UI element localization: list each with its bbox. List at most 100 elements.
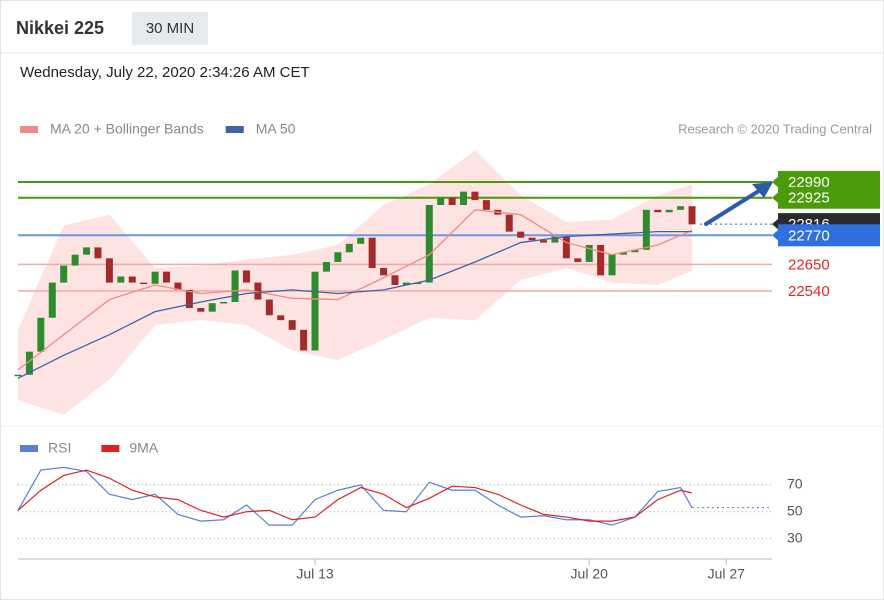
candle-body [631, 249, 639, 253]
candle-body [642, 209, 650, 250]
instrument-title: Nikkei 225 [16, 18, 104, 38]
candle-body [540, 240, 548, 243]
indicator-line [17, 466, 693, 526]
level-label: 22540 [788, 283, 830, 300]
candle-body [71, 254, 79, 266]
candle-body [163, 271, 171, 283]
candle-body [437, 197, 445, 205]
legend-swatch [20, 445, 38, 452]
candle-body [254, 282, 262, 300]
x-tick-label: Jul 27 [708, 566, 746, 582]
legend-label: MA 20 + Bollinger Bands [50, 121, 204, 137]
candle-body [597, 244, 605, 276]
level-label-pointer [772, 191, 779, 204]
ma-layer [17, 209, 693, 379]
indicator-line [17, 469, 693, 522]
legend-swatch [225, 126, 244, 133]
level-label: 22990 [788, 174, 830, 191]
y-tick-label: 30 [787, 529, 803, 545]
timestamp: Wednesday, July 22, 2020 2:34:26 AM CET [20, 64, 310, 81]
candle-body [677, 206, 685, 210]
candle-body [505, 214, 513, 232]
candle-body [654, 209, 662, 213]
level-label: 22925 [788, 190, 830, 207]
candle-body [448, 197, 456, 205]
x-tick-label: Jul 20 [571, 566, 609, 582]
candle-body [197, 308, 205, 312]
legend-swatch [20, 126, 38, 133]
candle-body [517, 231, 525, 238]
candle-body [265, 299, 273, 316]
candle-body [174, 282, 182, 290]
level-label: 22650 [788, 256, 830, 273]
candle-body [208, 303, 216, 312]
candle-body [608, 254, 616, 276]
candle-body [128, 276, 136, 283]
timeframe-label: 30 MIN [146, 20, 194, 37]
candle-body [277, 315, 285, 321]
y-tick-label: 70 [787, 476, 803, 492]
candle-layer [14, 191, 696, 377]
x-tick-label: Jul 13 [296, 566, 334, 582]
candle-body [288, 320, 296, 330]
candle-body [585, 244, 593, 262]
candle-body [345, 243, 353, 253]
rsi-layer: 30 50 70 Jul 13 Jul 20 Jul 27 RSI 9MA [17, 440, 803, 582]
label-layer: 229902292522816227702265022540MA 20 + Bo… [20, 121, 880, 300]
moving-average-line [17, 231, 693, 379]
candle-body [688, 206, 696, 225]
candle-body [220, 301, 228, 304]
candle-body [574, 258, 582, 262]
candle-body [94, 247, 102, 259]
level-layer [18, 180, 772, 292]
candle-body [37, 317, 45, 352]
level-label-pointer [772, 218, 779, 231]
credit: Research © 2020 Trading Central [678, 121, 872, 136]
candle-body [60, 265, 68, 283]
candle-body [105, 258, 113, 283]
candle-body [368, 237, 376, 269]
candle-body [357, 237, 365, 244]
candle-body [322, 261, 330, 272]
candle-body [482, 200, 490, 210]
candle-body [242, 270, 250, 283]
candle-body [551, 236, 559, 243]
legend-label: 9MA [129, 440, 158, 456]
candle-body [140, 282, 148, 285]
candle-body [117, 276, 125, 283]
legend-label: MA 50 [256, 121, 296, 137]
candle-body [300, 329, 308, 351]
y-tick-label: 50 [787, 502, 803, 518]
candle-body [471, 191, 479, 201]
candle-body [619, 252, 627, 255]
candle-body [528, 237, 536, 241]
level-label-pointer [772, 175, 779, 188]
candle-body [334, 252, 342, 262]
level-label: 22770 [788, 227, 830, 244]
candle-body [460, 191, 468, 205]
level-label-box [778, 186, 880, 209]
candle-body [151, 271, 159, 284]
legend-label: RSI [48, 440, 71, 456]
candle-body [14, 374, 22, 377]
candle-body [414, 282, 422, 285]
level-label-box [778, 224, 880, 247]
candle-body [380, 268, 388, 276]
candle-body [391, 275, 399, 285]
forecast-arrowhead [752, 182, 773, 198]
candle-body [562, 236, 570, 259]
candle-body [311, 271, 319, 351]
candle-body [231, 270, 239, 302]
candle-body [402, 282, 410, 285]
timeframe-badge [132, 12, 208, 45]
candle-body [185, 289, 193, 309]
legend-swatch [101, 445, 120, 452]
moving-average-line [17, 209, 693, 371]
candle-body [665, 209, 673, 213]
forecast-arrow [704, 187, 764, 226]
level-label-pointer [772, 229, 779, 242]
candle-body [83, 247, 91, 255]
candle-body [25, 351, 33, 375]
